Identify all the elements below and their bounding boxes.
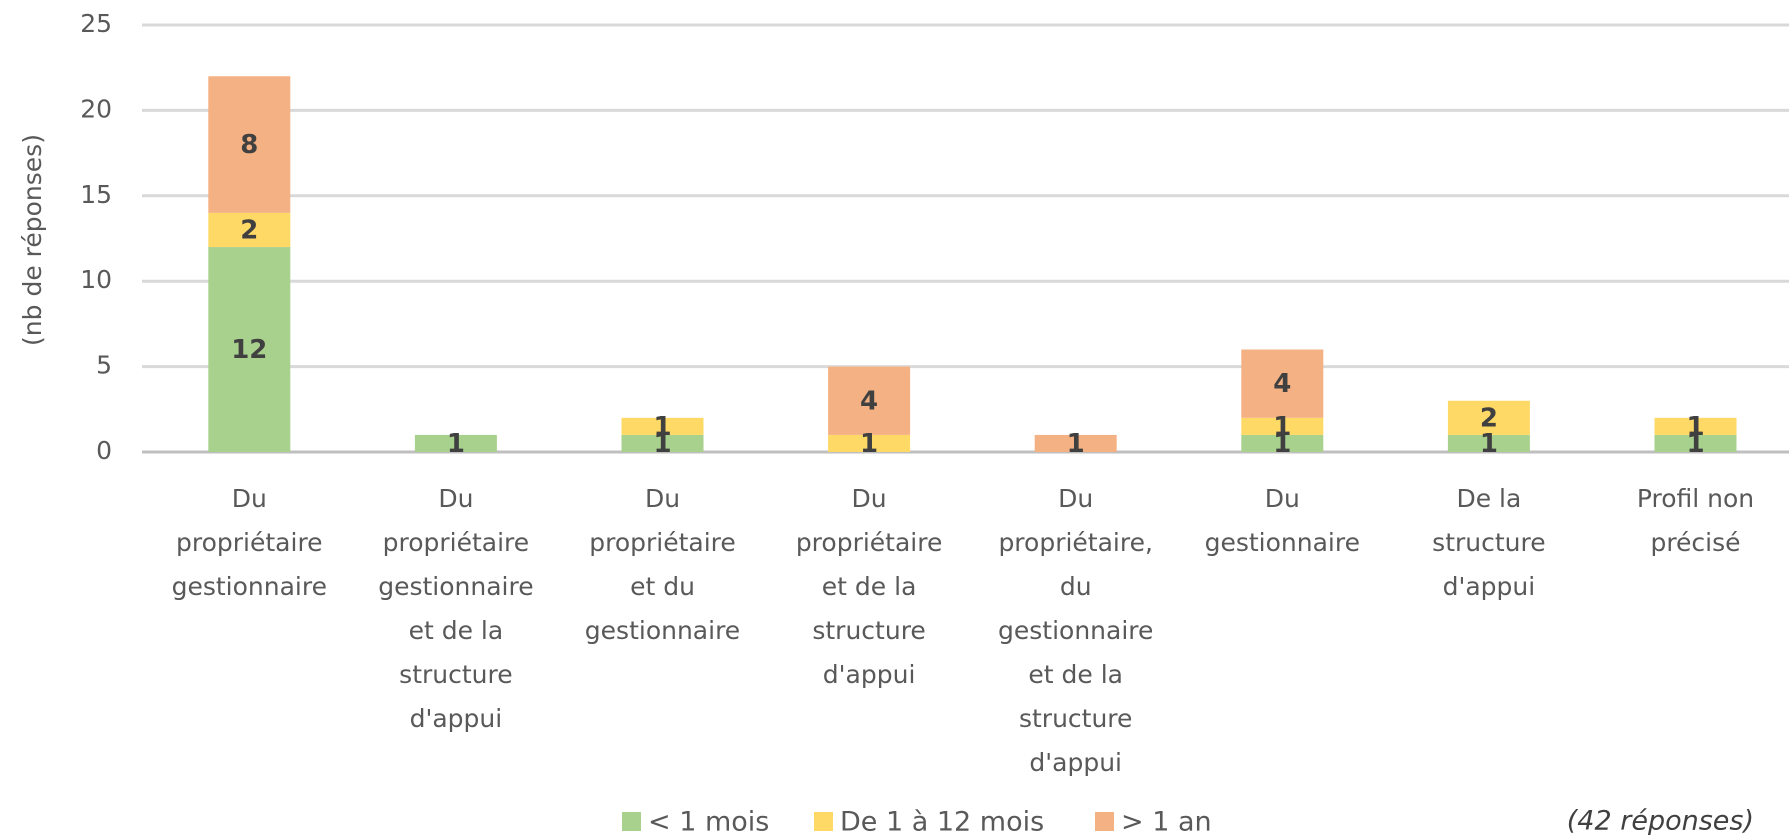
x-tick-label-line: propriétaire (796, 528, 943, 557)
x-tick-label-line: propriétaire (383, 528, 530, 557)
x-tick-label-line: gestionnaire (172, 572, 327, 601)
y-tick-label: 20 (80, 94, 112, 123)
y-axis-label: (nb de réponses) (18, 134, 47, 346)
x-tick-label-line: propriétaire (176, 528, 323, 557)
x-tick-label-line: et de la (1028, 660, 1123, 689)
x-tick-label-line: Profil non (1637, 484, 1754, 513)
x-tick-label-line: structure (399, 660, 512, 689)
bar-segment (1654, 417, 1737, 435)
bar-segment (414, 434, 497, 452)
bar-segment (208, 247, 291, 452)
legend-label: < 1 mois (648, 807, 769, 837)
x-tick-label: Du propriétaire et de la structure d'appui (796, 484, 943, 689)
data-label: 1 (1480, 429, 1498, 459)
x-tick-label-line: précisé (1650, 528, 1740, 557)
x-tick-label-line: Du (232, 484, 267, 513)
data-label: 1 (1686, 412, 1704, 442)
x-tick-label-line: et de la (822, 572, 917, 601)
x-tick-label-line: d'appui (1443, 572, 1536, 601)
bar-segment (828, 434, 911, 452)
legend-swatch (814, 812, 833, 831)
data-label: 12 (231, 335, 267, 365)
x-tick-label-line: propriétaire (589, 528, 736, 557)
data-label: 2 (1480, 403, 1498, 433)
annotation: (42 réponses) (1567, 806, 1754, 837)
bar-segment (208, 212, 291, 248)
x-tick-label: Du propriétaire et du gestionnaire (585, 484, 740, 645)
bar-segment (1241, 417, 1324, 435)
x-tick-label-line: structure (1019, 704, 1132, 733)
x-tick-label-line: Du (1058, 484, 1093, 513)
x-tick-label-line: structure (812, 616, 925, 645)
x-tick-label-line: d'appui (1029, 748, 1122, 777)
data-label: 1 (1686, 429, 1704, 459)
data-label: 1 (447, 429, 465, 459)
x-tick-label: Du propriétaire gestionnaire et de la struct… (378, 484, 533, 733)
x-tick-label: De la structure d'appui (1432, 484, 1545, 601)
bar-segment (1447, 434, 1530, 452)
data-label: 1 (653, 412, 671, 442)
y-tick-label: 5 (96, 351, 112, 380)
data-label: 1 (653, 429, 671, 459)
data-label: 1 (1067, 429, 1085, 459)
data-label: 1 (1273, 429, 1291, 459)
bar-segment (208, 76, 291, 213)
bar-segment (1034, 434, 1117, 452)
bar-segment (1241, 434, 1324, 452)
bar-segment (828, 366, 911, 435)
data-label: 1 (1273, 412, 1291, 442)
data-label: 2 (240, 215, 258, 245)
legend-swatch (1095, 812, 1114, 831)
x-tick-label-line: gestionnaire (998, 616, 1153, 645)
y-tick-label: 10 (80, 265, 112, 294)
bar-segment (1447, 400, 1530, 435)
x-tick-label: Du propriétaire, du gestionnaire et de la str… (998, 484, 1153, 777)
data-label: 4 (860, 386, 878, 416)
x-tick-label: Du gestionnaire (1205, 484, 1360, 557)
x-tick-label-line: et de la (409, 616, 504, 645)
data-label: 1 (860, 429, 878, 459)
x-tick-label-line: structure (1432, 528, 1545, 557)
x-tick-label-line: du (1060, 572, 1092, 601)
x-tick-label-line: d'appui (410, 704, 503, 733)
x-tick-label-line: Du (852, 484, 887, 513)
bar-segment (1654, 434, 1737, 452)
x-tick-label-line: Du (438, 484, 473, 513)
x-tick-label-line: propriétaire, (998, 528, 1153, 557)
legend-swatch (622, 812, 641, 831)
data-label: 8 (240, 130, 258, 160)
x-tick-label-line: gestionnaire (1205, 528, 1360, 557)
x-tick-label-line: Du (1265, 484, 1300, 513)
y-tick-label: 0 (96, 436, 112, 465)
bar-segment (621, 434, 704, 452)
y-tick-label: 15 (80, 180, 112, 209)
x-tick-label-line: gestionnaire (585, 616, 740, 645)
x-tick-label-line: d'appui (823, 660, 916, 689)
data-label: 4 (1273, 369, 1291, 399)
x-tick-label-line: Du (645, 484, 680, 513)
y-tick-label: 25 (80, 9, 112, 38)
x-tick-label-line: et du (630, 572, 695, 601)
legend-label: > 1 an (1121, 807, 1212, 837)
legend-label: De 1 à 12 mois (840, 807, 1044, 837)
x-tick-label: Du propriétaire gestionnaire (172, 484, 327, 601)
x-tick-label-line: gestionnaire (378, 572, 533, 601)
x-tick-label: Profil non précisé (1637, 484, 1754, 557)
bar-segment (1241, 349, 1324, 418)
bar-segment (621, 417, 704, 435)
x-tick-label-line: De la (1456, 484, 1521, 513)
